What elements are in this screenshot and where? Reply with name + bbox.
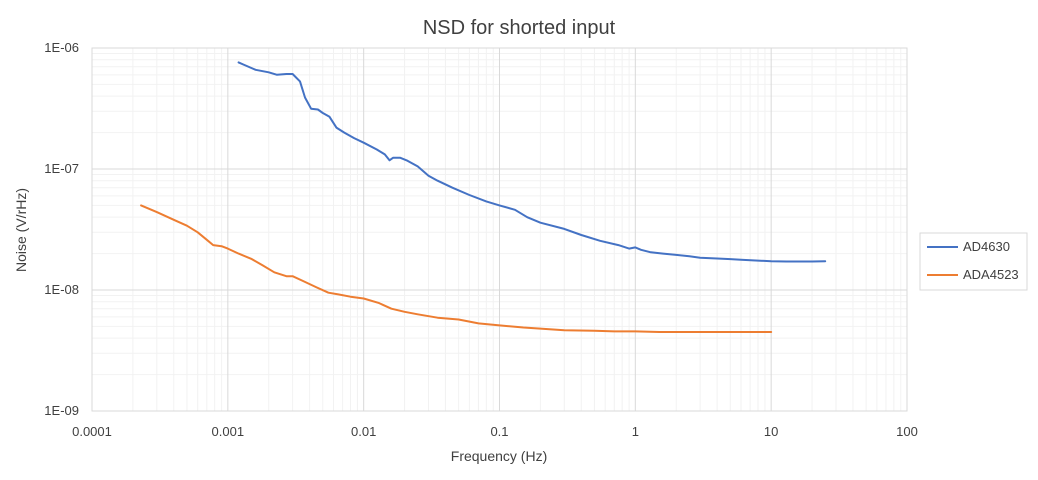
grid <box>91 47 908 412</box>
series <box>140 61 827 333</box>
x-tick-label: 0.1 <box>490 424 508 439</box>
chart-title: NSD for shorted input <box>423 17 616 39</box>
x-tick-label: 100 <box>896 424 918 439</box>
series-line-ada4523 <box>140 204 773 333</box>
tick-labels: 0.0001 0.001 0.01 0.1 1 10 100 1E-09 1E-08 1E-07 1… <box>44 40 918 439</box>
x-axis-label: Frequency (Hz) <box>451 448 547 464</box>
legend-items: AD4630 ADA4523 <box>927 239 1019 282</box>
y-axis-label: Noise (V/rHz) <box>13 188 29 272</box>
legend-label-ad4630: AD4630 <box>963 239 1010 254</box>
legend-box <box>919 232 1028 291</box>
x-tick-label: 0.01 <box>351 424 376 439</box>
legend: AD4630 ADA4523 <box>919 232 1028 291</box>
x-tick-label: 10 <box>764 424 778 439</box>
legend-label-ada4523: ADA4523 <box>963 267 1019 282</box>
x-tick-label: 0.0001 <box>72 424 112 439</box>
plot-area-border <box>91 47 908 412</box>
x-tick-label: 1 <box>632 424 639 439</box>
y-tick-label: 1E-08 <box>44 282 79 297</box>
x-tick-label: 0.001 <box>212 424 245 439</box>
series-line-ad4630 <box>237 61 827 263</box>
y-tick-label: 1E-06 <box>44 40 79 55</box>
y-tick-label: 1E-09 <box>44 403 79 418</box>
y-tick-label: 1E-07 <box>44 161 79 176</box>
